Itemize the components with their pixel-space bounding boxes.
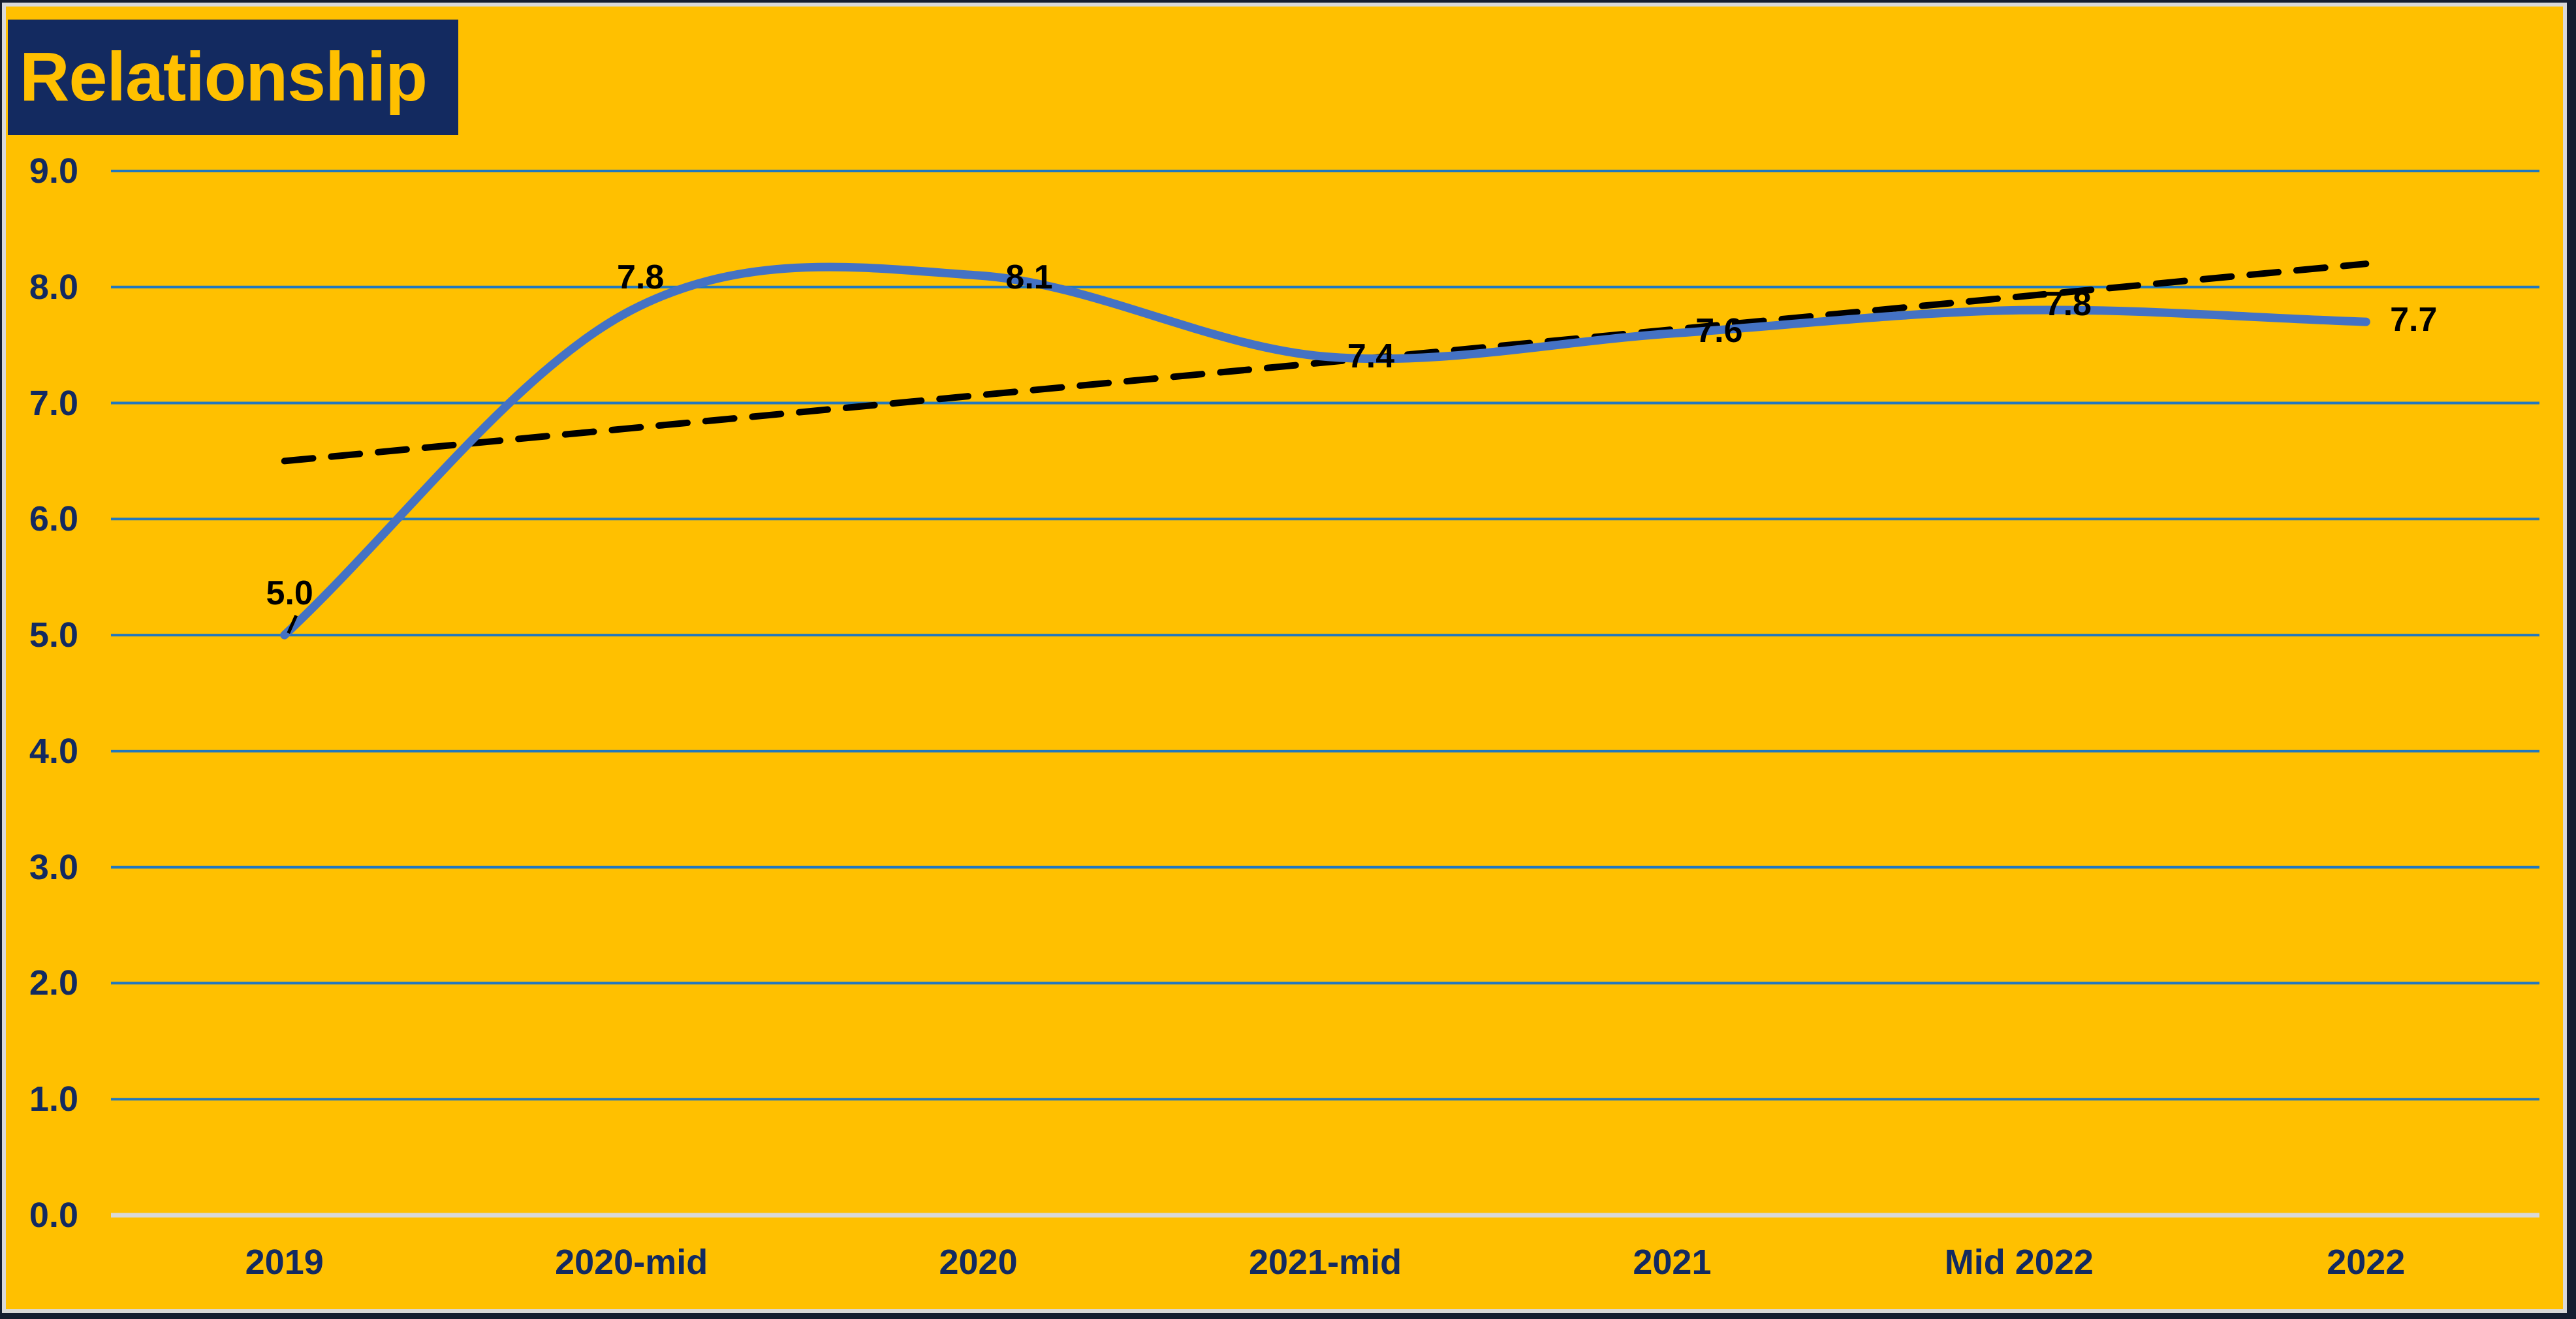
ytick-label-6.0: 6.0 [29, 499, 78, 539]
ytick-label-3.0: 3.0 [29, 847, 78, 887]
data-label-2019: 5.0 [266, 574, 313, 613]
ytick-label-7.0: 7.0 [29, 383, 78, 423]
xtick-label-2021-mid: 2021-mid [1248, 1243, 1402, 1282]
data-label-leader-line [287, 615, 298, 634]
xtick-label-2022: 2022 [2327, 1243, 2406, 1282]
ytick-label-4.0: 4.0 [29, 731, 78, 771]
trendline-dashed [281, 260, 2370, 465]
ytick-label-5.0: 5.0 [29, 615, 78, 655]
ytick-label-0.0: 0.0 [29, 1196, 78, 1235]
xtick-label-2019: 2019 [245, 1243, 324, 1282]
ytick-label-9.0: 9.0 [29, 151, 78, 191]
series-line-relationship [280, 262, 2370, 640]
xtick-label-2021: 2021 [1633, 1243, 1712, 1282]
data-label-2020-mid: 7.8 [616, 258, 665, 297]
chart-title-box: Relationship [8, 20, 458, 135]
ytick-label-8.0: 8.0 [29, 267, 78, 307]
data-label-mid-2022: 7.8 [2044, 285, 2092, 324]
xtick-label-mid-2022: Mid 2022 [1944, 1243, 2094, 1282]
xtick-label-2020-mid: 2020-mid [555, 1243, 708, 1282]
chart-background [2, 3, 2567, 1313]
ytick-label-2.0: 2.0 [29, 963, 78, 1003]
xtick-label-2020: 2020 [939, 1243, 1018, 1282]
ytick-label-1.0: 1.0 [29, 1079, 78, 1119]
data-label-2022: 7.7 [2390, 301, 2438, 339]
data-label-2020: 8.1 [1005, 258, 1053, 296]
data-label-2021: 7.6 [1695, 311, 1743, 350]
data-label-2021-mid: 7.4 [1347, 337, 1395, 376]
chart-title: Relationship [20, 39, 428, 116]
